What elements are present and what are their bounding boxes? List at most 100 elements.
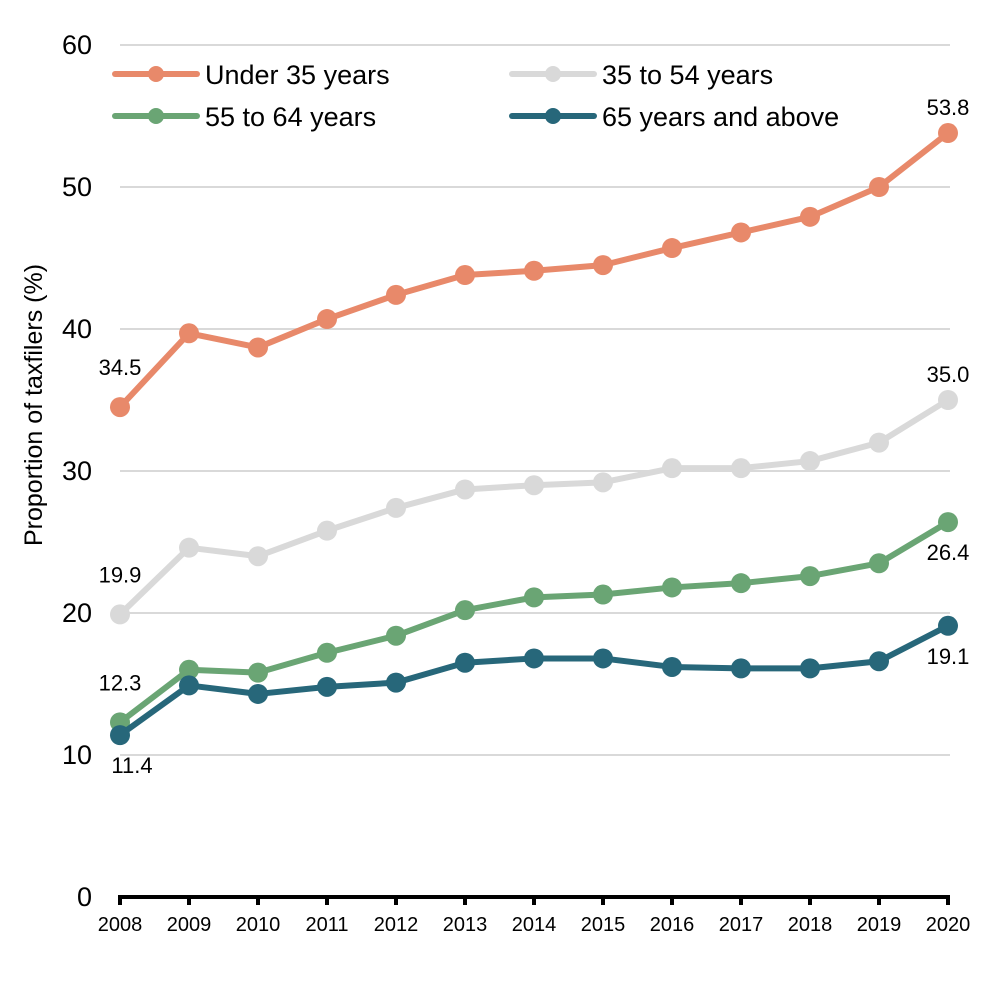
data-point xyxy=(179,659,199,680)
data-point xyxy=(248,546,268,567)
data-point xyxy=(869,553,889,574)
x-tick-label: 2013 xyxy=(443,914,488,936)
data-label: 19.9 xyxy=(99,562,142,587)
data-label: 11.4 xyxy=(111,753,152,778)
y-tick-label: 40 xyxy=(62,314,92,344)
data-point xyxy=(248,337,268,358)
x-tick-label: 2011 xyxy=(305,914,348,936)
series-line xyxy=(117,397,951,618)
data-point xyxy=(593,255,613,276)
legend-item: Under 35 years xyxy=(112,60,390,90)
data-point xyxy=(317,309,337,330)
data-point xyxy=(455,600,475,621)
x-tick-label: 2016 xyxy=(650,914,695,936)
data-point xyxy=(455,479,475,500)
data-point xyxy=(110,604,130,625)
data-point xyxy=(593,648,613,669)
data-point xyxy=(248,683,268,704)
data-point xyxy=(731,222,751,243)
data-point xyxy=(524,475,544,496)
legend-item: 65 years and above xyxy=(509,102,839,132)
y-tick-label: 20 xyxy=(62,598,92,628)
data-point xyxy=(662,577,682,598)
data-point xyxy=(455,265,475,286)
legend: Under 35 years 35 to 54 years 55 to 64 yea… xyxy=(112,60,839,132)
series-65-years-and-above xyxy=(110,615,958,746)
data-point xyxy=(938,615,958,636)
data-point xyxy=(800,451,820,472)
y-axis-ticks: 0 10 20 30 40 50 60 xyxy=(62,30,92,912)
data-point xyxy=(662,656,682,677)
series-under-35-years xyxy=(110,123,958,418)
x-tick-label: 2009 xyxy=(167,914,212,936)
y-tick-label: 60 xyxy=(62,30,92,60)
data-point xyxy=(869,177,889,197)
data-point xyxy=(179,323,199,344)
series-lines xyxy=(110,123,958,746)
data-point xyxy=(248,662,268,683)
x-tick-label: 2020 xyxy=(926,914,971,936)
y-tick-label: 30 xyxy=(62,456,92,486)
data-point xyxy=(524,260,544,281)
data-point xyxy=(317,642,337,663)
data-point xyxy=(110,725,130,746)
x-tick-label: 2018 xyxy=(788,914,833,936)
y-axis-label: Proportion of taxfilers (%) xyxy=(20,264,48,546)
data-label: 35.0 xyxy=(927,362,970,387)
data-label: 26.4 xyxy=(927,540,970,565)
data-point xyxy=(110,397,130,418)
x-tick-label: 2015 xyxy=(581,914,626,936)
data-point xyxy=(593,584,613,605)
series-35-to-54-years xyxy=(110,390,958,625)
data-point xyxy=(731,658,751,679)
y-tick-label: 10 xyxy=(62,740,92,770)
data-label: 34.5 xyxy=(99,355,142,380)
legend-dot-marker xyxy=(545,108,561,124)
data-point xyxy=(386,497,406,518)
data-point xyxy=(869,432,889,453)
x-tick-label: 2014 xyxy=(512,914,557,936)
data-point xyxy=(938,512,958,533)
data-point xyxy=(800,566,820,587)
y-tick-label: 50 xyxy=(62,172,92,202)
data-label: 53.8 xyxy=(927,95,970,120)
legend-label: 65 years and above xyxy=(602,102,839,132)
data-point xyxy=(386,284,406,305)
data-point xyxy=(662,458,682,479)
data-point xyxy=(179,537,199,558)
data-labels: 34.5 53.8 19.9 35.0 12.3 26.4 11.4 19.1 xyxy=(99,95,970,778)
legend-dot-marker xyxy=(545,66,561,82)
data-label: 19.1 xyxy=(927,644,970,669)
legend-label: Under 35 years xyxy=(205,60,390,90)
legend-label: 35 to 54 years xyxy=(602,60,773,90)
data-point xyxy=(731,573,751,594)
x-tick-label: 2017 xyxy=(719,914,764,936)
data-point xyxy=(731,458,751,479)
data-point xyxy=(938,390,958,410)
data-point xyxy=(938,123,958,144)
series-55-to-64-years xyxy=(110,512,958,733)
legend-dot-marker xyxy=(148,66,164,82)
data-point xyxy=(386,672,406,693)
data-point xyxy=(800,658,820,679)
data-point xyxy=(869,651,889,672)
legend-item: 35 to 54 years xyxy=(509,60,773,90)
legend-item: 55 to 64 years xyxy=(112,102,376,132)
data-label: 12.3 xyxy=(99,670,142,695)
legend-dot-marker xyxy=(148,108,164,124)
data-point xyxy=(317,520,337,541)
legend-label: 55 to 64 years xyxy=(205,102,376,132)
x-axis: 2008 2009 2010 2011 2012 2013 2014 2015 2016 2017… xyxy=(98,895,971,936)
data-point xyxy=(593,472,613,493)
gridlines xyxy=(120,44,950,756)
data-point xyxy=(317,676,337,697)
data-point xyxy=(524,587,544,608)
data-point xyxy=(179,675,199,696)
data-point xyxy=(524,648,544,669)
data-point xyxy=(455,652,475,673)
data-point xyxy=(386,625,406,646)
x-tick-label: 2012 xyxy=(374,914,419,936)
series-line xyxy=(117,622,951,739)
x-tick-label: 2008 xyxy=(98,914,143,936)
